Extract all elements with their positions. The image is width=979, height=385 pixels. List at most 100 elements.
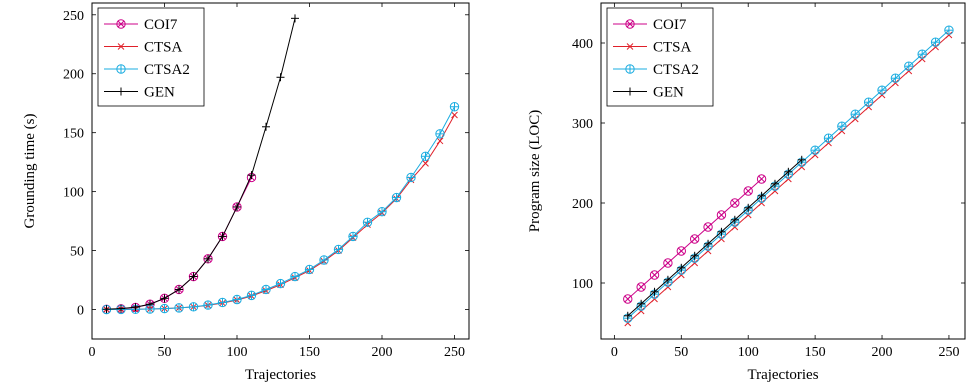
series-coi7 xyxy=(623,174,767,304)
data-point-marker xyxy=(626,43,634,50)
data-point-marker xyxy=(625,19,635,29)
data-point-marker xyxy=(217,231,228,242)
data-point-marker-stroke xyxy=(651,271,658,279)
x-tick-label: 150 xyxy=(299,345,320,360)
data-point-marker xyxy=(203,254,213,264)
data-point-marker xyxy=(918,55,926,63)
data-point-marker xyxy=(851,115,859,123)
data-point-marker xyxy=(825,139,832,147)
data-point-marker xyxy=(865,103,873,111)
legend: COI7 CTSA CTSA2 GEN xyxy=(606,7,714,107)
data-point-marker xyxy=(174,284,184,295)
x-tick-label: 200 xyxy=(872,345,893,360)
data-point-marker xyxy=(159,293,170,304)
y-axis-label: Grounding time (s) xyxy=(22,114,38,229)
data-point-marker xyxy=(422,159,429,167)
data-point-marker-stroke xyxy=(704,223,712,231)
data-point-marker xyxy=(784,175,792,183)
legend-label: COI7 xyxy=(144,17,178,33)
y-tick-label: 300 xyxy=(572,117,593,132)
legend-label: COI7 xyxy=(653,17,687,33)
data-point-marker xyxy=(718,235,725,243)
plot-frame xyxy=(600,2,966,340)
legend: COI7 CTSA CTSA2 GEN xyxy=(97,7,205,107)
y-tick-label: 150 xyxy=(63,127,84,142)
data-point-marker-stroke xyxy=(758,175,765,183)
data-point-marker-stroke xyxy=(718,211,725,219)
data-point-marker xyxy=(758,199,765,207)
data-point-marker xyxy=(945,31,953,39)
data-point-marker xyxy=(451,111,458,119)
y-tick-label: 0 xyxy=(77,304,84,319)
data-point-marker xyxy=(664,283,672,291)
x-tick-label: 0 xyxy=(611,345,618,360)
data-point-marker xyxy=(689,234,700,244)
series-gen xyxy=(623,155,806,320)
x-tick-label: 250 xyxy=(938,345,959,360)
program-size-plot: 0 50 100 150 200 250 100 200 300 400 Trajectories P… xyxy=(527,2,966,383)
data-point-marker xyxy=(892,79,899,87)
data-point-marker-stroke xyxy=(117,20,125,28)
data-point-marker xyxy=(798,163,806,171)
y-tick-label: 250 xyxy=(63,9,84,24)
data-point-marker xyxy=(730,198,740,208)
data-point-marker xyxy=(811,151,819,159)
data-point-marker xyxy=(905,67,913,75)
data-point-marker xyxy=(623,294,633,304)
data-point-marker xyxy=(624,319,632,327)
y-tick-label: 400 xyxy=(572,37,593,52)
y-tick-label: 100 xyxy=(572,277,593,292)
x-tick-label: 100 xyxy=(227,345,248,360)
plot-frame xyxy=(91,2,470,340)
data-point-marker xyxy=(716,210,727,220)
x-axis-label: Trajectories xyxy=(245,367,316,383)
data-point-marker xyxy=(878,91,886,99)
data-point-marker xyxy=(117,43,125,50)
data-point-marker xyxy=(116,19,126,29)
data-point-marker xyxy=(663,258,673,268)
y-tick-label: 100 xyxy=(63,186,84,201)
legend-label: CTSA2 xyxy=(653,62,699,78)
data-point-marker xyxy=(649,270,660,280)
data-point-marker-stroke xyxy=(624,295,632,303)
legend-label: CTSA2 xyxy=(144,62,190,78)
series-line xyxy=(627,159,803,317)
legend-label: GEN xyxy=(144,85,175,101)
y-tick-label: 200 xyxy=(63,68,84,83)
data-point-marker xyxy=(637,307,645,315)
data-point-marker xyxy=(636,282,646,292)
y-tick-label: 50 xyxy=(70,245,84,260)
data-point-marker xyxy=(756,174,767,184)
data-point-marker xyxy=(651,295,658,303)
data-point-marker xyxy=(691,259,699,267)
data-point-marker-stroke xyxy=(691,235,698,243)
x-tick-label: 50 xyxy=(674,345,688,360)
data-point-marker xyxy=(743,186,753,196)
x-tick-label: 250 xyxy=(444,345,465,360)
grounding-time-plot: 0 50 100 150 200 250 0 50 100 150 200 250 Trajectori… xyxy=(22,2,470,383)
x-tick-label: 0 xyxy=(89,345,96,360)
series-ctsa xyxy=(624,31,953,327)
x-axis-label: Trajectories xyxy=(747,367,818,383)
data-point-marker xyxy=(771,187,779,195)
data-point-marker xyxy=(932,43,939,51)
data-point-marker-stroke xyxy=(626,20,634,28)
data-point-marker xyxy=(188,271,199,282)
data-point-marker-stroke xyxy=(637,283,645,291)
data-point-marker xyxy=(232,202,242,212)
x-tick-label: 150 xyxy=(805,345,826,360)
x-tick-label: 200 xyxy=(372,345,393,360)
x-tick-label: 100 xyxy=(738,345,759,360)
y-axis-label: Program size (LOC) xyxy=(527,110,543,232)
data-point-marker xyxy=(703,222,713,232)
data-point-marker-stroke xyxy=(664,259,672,267)
series-ctsa2 xyxy=(101,102,460,315)
data-point-marker xyxy=(838,127,846,135)
data-point-marker-stroke xyxy=(744,187,752,195)
data-point-marker-stroke xyxy=(731,199,739,207)
y-tick-label: 200 xyxy=(572,197,593,212)
data-point-marker-stroke xyxy=(677,247,685,255)
x-tick-label: 50 xyxy=(158,345,172,360)
